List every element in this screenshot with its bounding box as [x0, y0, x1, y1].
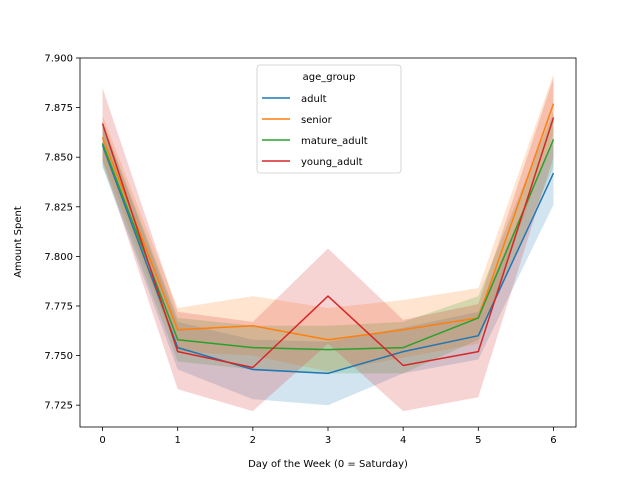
y-tick-label: 7.875 [44, 103, 73, 114]
x-tick-label: 1 [175, 435, 181, 446]
x-tick-label: 5 [475, 435, 481, 446]
y-tick-label: 7.900 [44, 54, 73, 65]
series-lines [101, 103, 555, 375]
y-tick-label: 7.725 [44, 401, 73, 412]
legend-box [256, 64, 402, 174]
y-axis-ticks: 7.725 7.750 7.775 7.800 7.825 7.850 7.875 7.900 [44, 54, 80, 412]
legend-items: adult senior mature_adult young_adult [262, 94, 368, 168]
series-line-young_adult [101, 117, 555, 369]
y-tick-label: 7.750 [44, 351, 73, 362]
series-line-adult [101, 145, 555, 375]
y-tick-label: 7.825 [44, 202, 73, 213]
confidence-band-adult [102, 123, 554, 406]
x-tick-label: 6 [550, 435, 556, 446]
y-tick-label: 7.850 [44, 153, 73, 164]
series-line-mature_adult [101, 139, 555, 351]
legend-label-adult: adult [301, 94, 327, 105]
x-tick-label: 2 [250, 435, 256, 446]
legend: age_group adult senior mature_adult young_a… [256, 64, 402, 174]
x-axis-ticks: 0 1 2 3 4 5 6 [99, 427, 557, 446]
y-axis-label: Amount Spent [13, 206, 24, 278]
legend-label-mature_adult: mature_adult [301, 136, 368, 147]
x-axis-label: Day of the Week (0 = Saturday) [248, 459, 408, 470]
legend-label-senior: senior [301, 115, 333, 126]
y-tick-label: 7.800 [44, 252, 73, 263]
x-tick-label: 0 [99, 435, 105, 446]
legend-title: age_group [303, 72, 356, 83]
x-tick-label: 4 [400, 435, 406, 446]
y-tick-label: 7.775 [44, 301, 73, 312]
x-tick-label: 3 [325, 435, 331, 446]
confidence-band-senior [102, 73, 554, 372]
legend-label-young_adult: young_adult [301, 157, 363, 168]
